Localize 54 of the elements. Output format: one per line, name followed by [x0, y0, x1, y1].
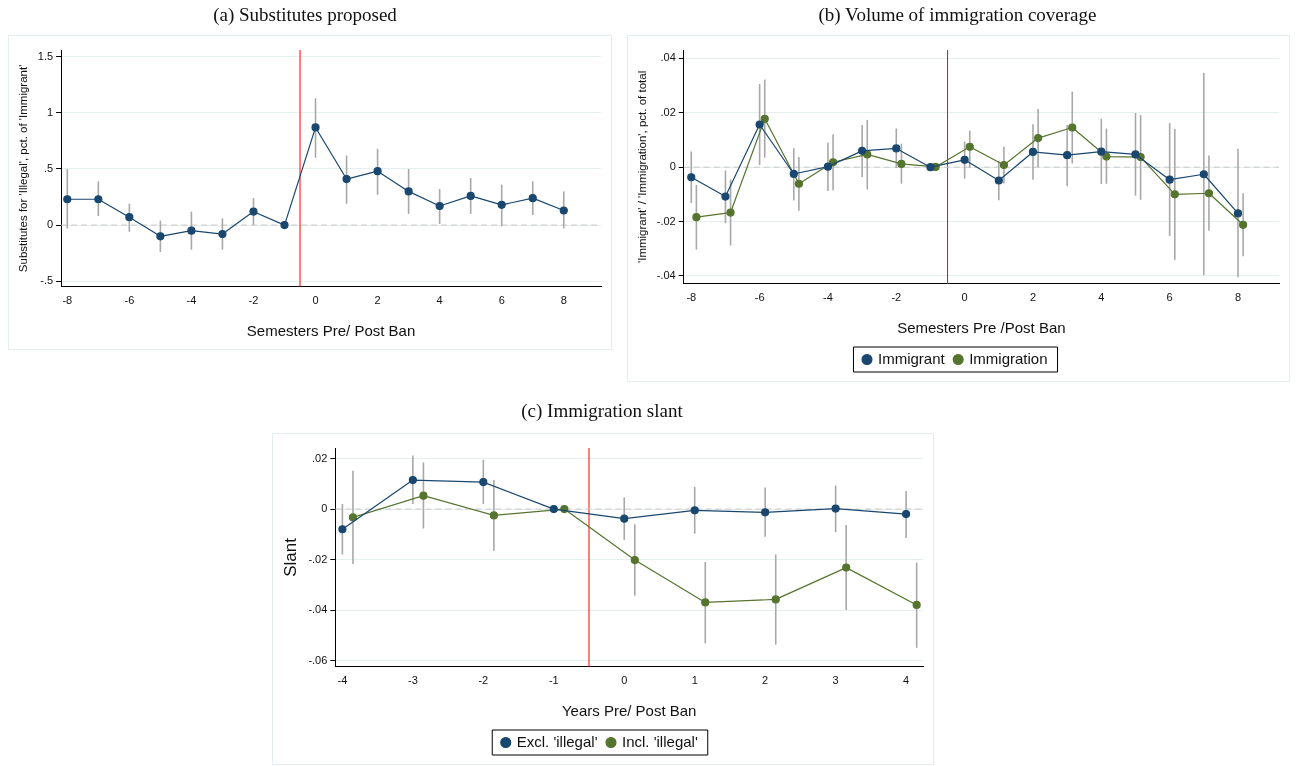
x-tick-label: 6	[498, 294, 505, 307]
y-tick-label: -.5	[40, 274, 54, 287]
chart-title: (c) Immigration slant	[520, 400, 684, 422]
x-tick-label: 4	[436, 294, 443, 307]
x-tick-label: 3	[832, 674, 839, 687]
x-tick-label: -6	[754, 291, 765, 304]
y-tick-label: 0	[46, 218, 54, 231]
x-axis-title: Semesters Pre /Post Ban	[897, 319, 1066, 337]
x-tick-label: 1	[691, 674, 698, 687]
x-axis-title: Semesters Pre/ Post Ban	[246, 322, 416, 340]
x-tick-label: -8	[62, 294, 73, 307]
y-axis-title: Substitutes for 'Illegal', pct. of 'Immigrant'	[17, 64, 30, 273]
x-tick-label: -4	[337, 674, 348, 687]
y-tick-label: .02	[312, 451, 328, 464]
x-tick-label: 2	[374, 294, 381, 307]
x-tick-label: -2	[891, 291, 902, 304]
x-tick-label: 0	[961, 291, 968, 304]
x-tick-label: -2	[478, 674, 489, 687]
x-tick-label: 8	[1234, 291, 1242, 304]
chart-title: (a) Substitutes proposed	[212, 4, 398, 26]
x-tick-label: -8	[686, 291, 697, 304]
x-tick-label: -3	[407, 674, 418, 687]
x-tick-label: -6	[124, 294, 135, 307]
x-tick-label: 4	[903, 674, 910, 687]
legend-label: Incl. 'illegal'	[622, 732, 698, 750]
y-tick-label: .02	[660, 105, 676, 118]
y-tick-label: -.04	[308, 603, 328, 616]
x-tick-label: 0	[621, 674, 628, 687]
x-tick-label: -1	[548, 674, 559, 687]
y-tick-label: 1	[46, 105, 54, 118]
x-tick-label: 4	[1098, 291, 1105, 304]
x-tick-label: 2	[762, 674, 769, 687]
chart-title: (b) Volume of immigration coverage	[817, 4, 1098, 26]
x-axis-title: Years Pre/ Post Ban	[561, 702, 697, 720]
x-tick-label: -4	[186, 294, 197, 307]
y-tick-label: 1.5	[37, 49, 54, 62]
y-tick-label: 0	[669, 160, 676, 173]
x-tick-label: -4	[823, 291, 833, 304]
legend-label: Immigrant	[877, 349, 946, 367]
y-axis-title: Slant	[280, 537, 300, 577]
y-tick-label: -.04	[656, 268, 676, 281]
y-tick-label: -.06	[308, 653, 328, 666]
x-tick-label: 8	[560, 294, 567, 307]
legend-label: Excl. 'illegal'	[516, 732, 598, 750]
y-tick-label: .04	[660, 51, 676, 64]
y-tick-label: .5	[43, 161, 54, 174]
y-tick-label: -.02	[656, 214, 676, 227]
legend-label: Immigration	[969, 349, 1048, 367]
x-tick-label: 6	[1166, 291, 1173, 304]
x-tick-label: -2	[248, 294, 259, 307]
x-tick-label: 2	[1029, 291, 1037, 304]
y-axis-title: 'Immigrant' / 'Immigration', pct. of total	[636, 70, 649, 264]
y-tick-label: 0	[321, 502, 328, 515]
y-tick-label: -.02	[308, 552, 328, 565]
